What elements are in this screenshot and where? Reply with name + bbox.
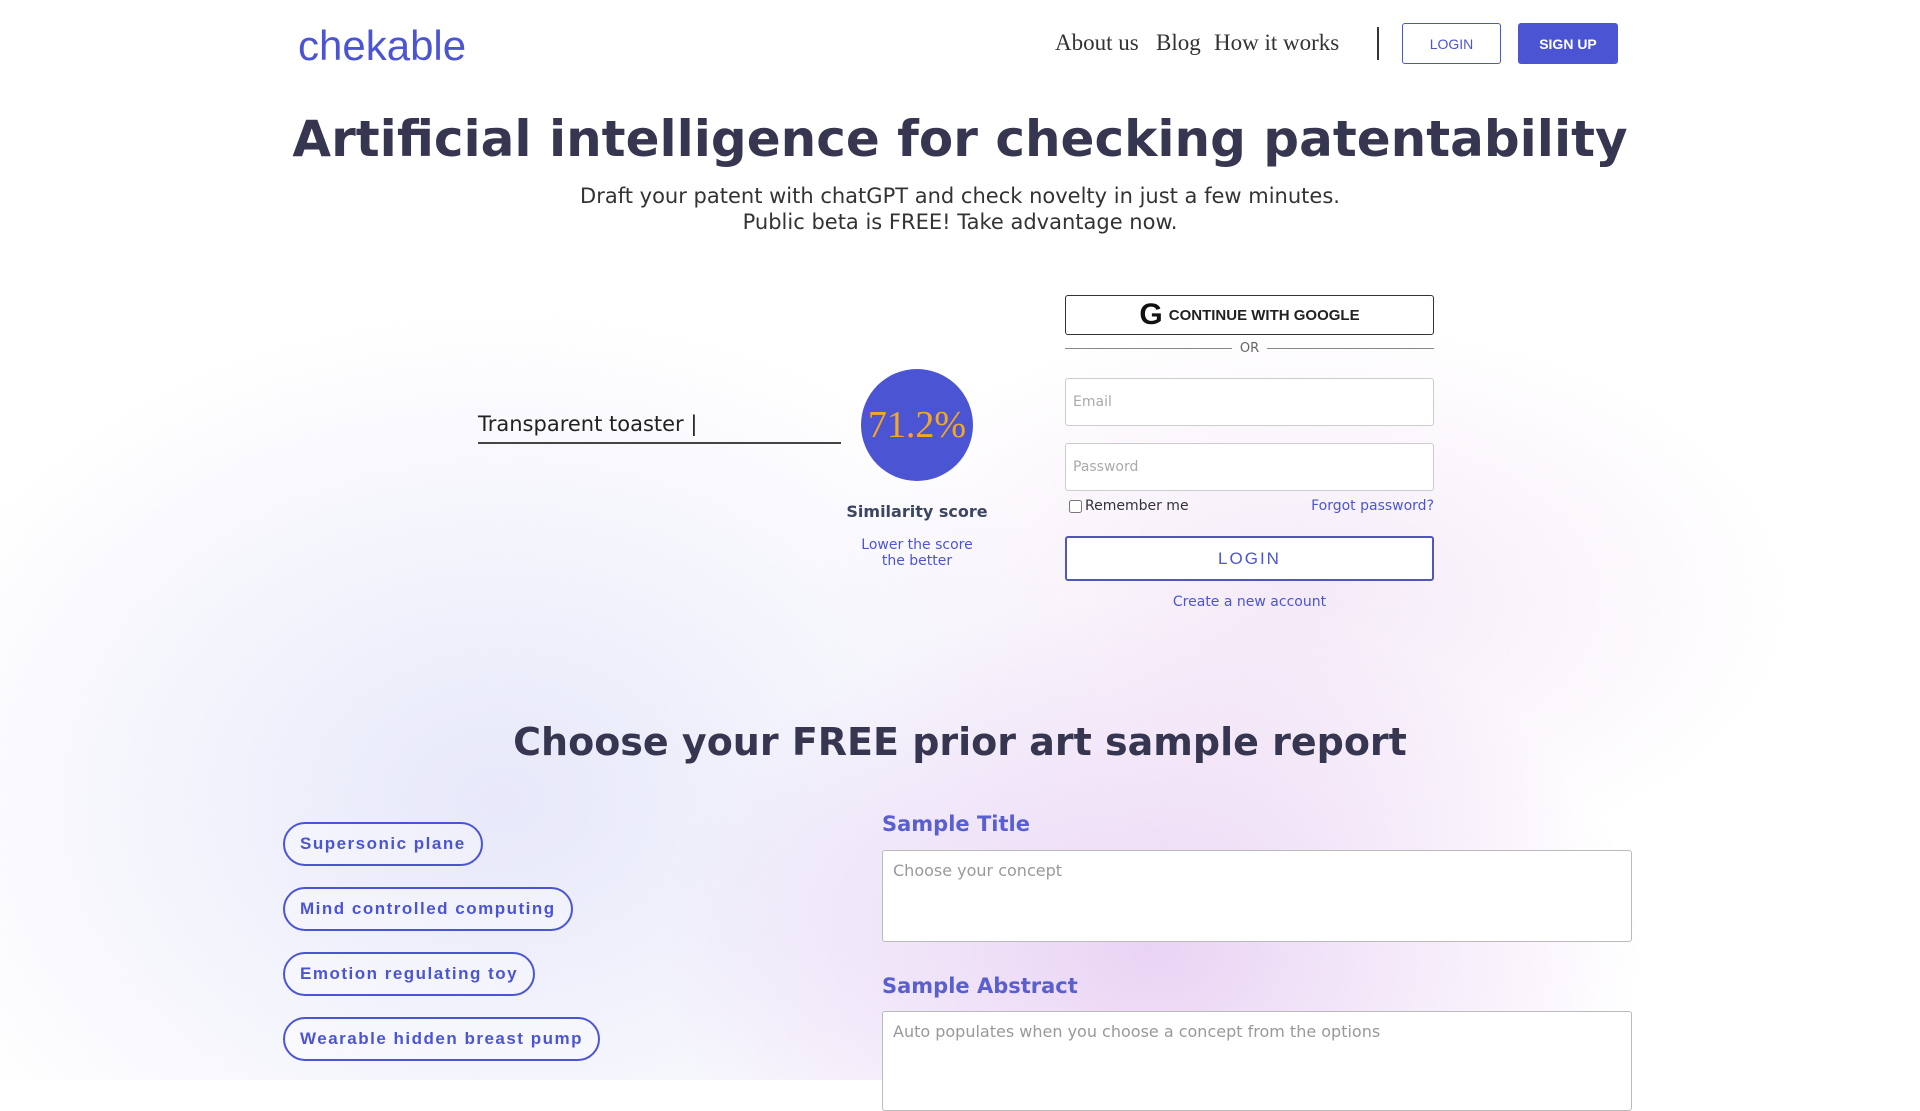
email-field[interactable]	[1065, 378, 1434, 426]
google-signin-label: CONTINUE WITH GOOGLE	[1168, 306, 1360, 324]
subtitle-line-1: Draft your patent with chatGPT and check…	[580, 184, 1340, 208]
samples-heading: Choose your FREE prior art sample report	[513, 720, 1407, 764]
sample-abstract-field[interactable]	[882, 1011, 1632, 1111]
logo[interactable]: chekable	[298, 22, 467, 69]
nav-blog[interactable]: Blog	[1156, 30, 1201, 55]
sample-option-supersonic-plane[interactable]: Supersonic plane	[283, 822, 483, 866]
create-account-link[interactable]: Create a new account	[1172, 594, 1327, 610]
google-signin-button[interactable]: G CONTINUE WITH GOOGLE	[1065, 295, 1434, 335]
subtitle-line-2: Public beta is FREE! Take advantage now.	[742, 210, 1178, 234]
similarity-score-label: Similarity score	[846, 502, 988, 521]
remember-me-label: Remember me	[1085, 498, 1189, 514]
header-login-button[interactable]: LOGIN	[1402, 23, 1501, 64]
sample-title-label: Sample Title	[882, 812, 1030, 836]
sample-option-wearable-breast-pump[interactable]: Wearable hidden breast pump	[283, 1017, 600, 1061]
similarity-score-value: 71.2%	[867, 404, 967, 446]
remember-me-checkbox[interactable]	[1069, 499, 1082, 513]
score-note-line-1: Lower the score	[861, 537, 973, 553]
sample-title-field[interactable]	[882, 850, 1632, 942]
score-note: Lower the score the better	[817, 537, 1017, 569]
sample-option-emotion-regulating-toy[interactable]: Emotion regulating toy	[283, 952, 536, 996]
score-note-line-2: the better	[881, 553, 953, 569]
google-icon: G	[1139, 298, 1163, 331]
sample-option-mind-controlled-computing[interactable]: Mind controlled computing	[283, 887, 573, 931]
similarity-score-circle: 71.2%	[861, 369, 973, 481]
forgot-password-link[interactable]: Forgot password?	[1311, 498, 1434, 514]
nav-about-us[interactable]: About us	[1055, 30, 1139, 55]
nav-divider	[1377, 27, 1379, 60]
login-button[interactable]: LOGIN	[1065, 536, 1434, 581]
concept-demo-input: Transparent toaster |	[478, 412, 841, 444]
signup-button[interactable]: SIGN UP	[1518, 23, 1618, 64]
page-title: Artificial intelligence for checking pat…	[292, 110, 1628, 168]
nav-how-it-works[interactable]: How it works	[1214, 30, 1340, 55]
remember-me[interactable]: Remember me	[1069, 498, 1189, 514]
sample-abstract-label: Sample Abstract	[882, 974, 1078, 998]
or-label: OR	[1239, 341, 1260, 356]
password-field[interactable]	[1065, 443, 1434, 491]
or-divider: OR	[1065, 341, 1435, 356]
